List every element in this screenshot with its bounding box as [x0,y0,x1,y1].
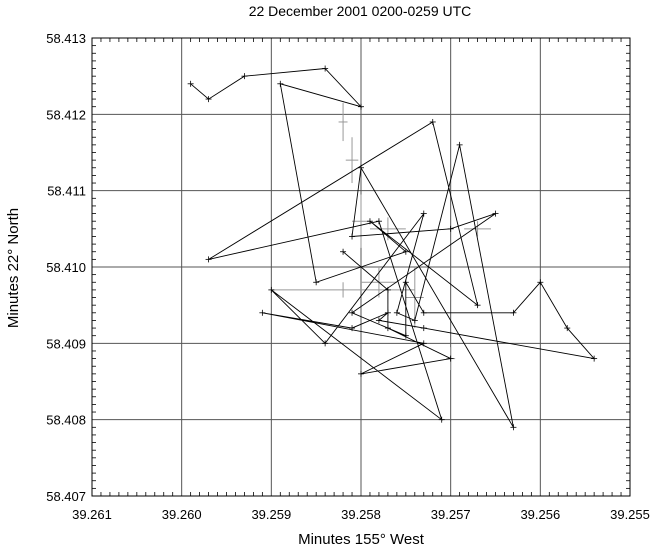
data-point [474,302,481,309]
data-point [510,309,517,316]
x-tick-labels: 39.261 39.260 39.259 39.258 39.257 39.256 39.2… [72,507,650,522]
y-axis-label: Minutes 22° North [5,208,22,328]
x-tick-label: 39.259 [251,507,291,522]
error-bar [338,102,348,142]
y-tick-label: 58.412 [46,107,86,122]
data-point [205,96,212,103]
data-point [537,279,544,286]
data-point [241,73,248,80]
x-tick-label: 39.257 [431,507,471,522]
plot-frame [91,37,631,497]
data-point [393,309,400,316]
data-point [402,279,409,286]
data-point [411,317,418,324]
error-bars [271,102,492,371]
data-point [510,424,517,431]
data-point [384,286,391,293]
data-point [313,279,320,286]
data-point [366,218,373,225]
x-tick-label: 39.260 [162,507,202,522]
data-point [456,141,463,148]
x-tick-label: 39.255 [610,507,650,522]
data-point [447,225,454,232]
data-point [447,355,454,362]
data-point [384,309,391,316]
error-bar [464,221,492,237]
x-tick-label: 39.261 [72,507,112,522]
x-tick-label: 39.256 [520,507,560,522]
track-line [190,68,596,428]
y-tick-label: 58.413 [46,31,86,46]
data-point [375,317,382,324]
data-point [420,210,427,217]
x-tick-label: 39.258 [341,507,381,522]
data-point [358,103,364,110]
data-point [358,164,364,171]
data-point [420,340,427,347]
point-markers [187,65,598,431]
grid-lines [92,38,630,496]
error-bar [345,137,359,184]
data-point [322,340,329,347]
y-tick-label: 58.410 [46,260,86,275]
data-point [349,233,356,240]
data-point [591,355,598,362]
y-tick-label: 58.409 [46,336,86,351]
data-point [268,286,275,293]
data-point [420,325,427,332]
data-point [340,248,347,255]
series-line [190,68,596,428]
x-axis-label: Minutes 155° West [298,531,425,548]
y-tick-label: 58.411 [47,184,86,199]
data-point [358,370,364,377]
data-point [375,218,382,225]
data-point [429,118,436,125]
data-point [438,416,445,423]
y-tick-labels: 58.407 58.408 58.409 58.410 58.411 58.412 58.4… [46,31,86,504]
minor-ticks [92,38,630,496]
y-tick-label: 58.407 [46,489,86,504]
data-point [205,256,212,263]
data-point [349,325,356,332]
data-point [322,65,329,72]
y-tick-label: 58.408 [46,413,86,428]
data-point [277,80,284,87]
data-point [259,309,266,316]
data-point [187,80,194,87]
data-point [420,309,427,316]
data-point [384,325,391,332]
data-point [402,248,409,255]
data-point [492,210,499,217]
data-point [564,325,571,332]
data-point [402,332,409,339]
chart-title: 22 December 2001 0200-0259 UTC [249,3,472,19]
data-point [349,309,356,316]
